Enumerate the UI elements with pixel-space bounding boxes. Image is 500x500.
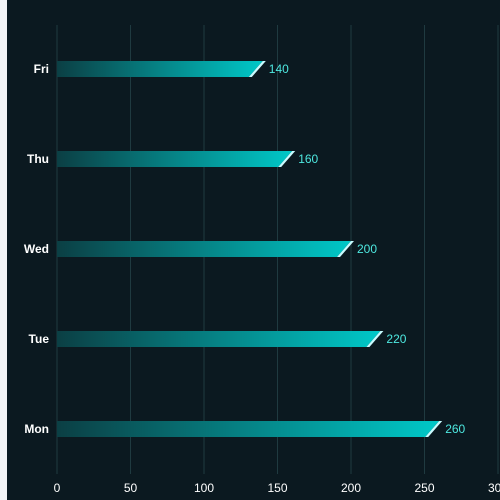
x-tick-label-0: 0 <box>54 481 61 495</box>
bar-tue <box>57 331 381 347</box>
category-label-thu: Thu <box>27 152 49 166</box>
bar-cap-fri <box>248 61 266 77</box>
left-edge-strip <box>0 0 7 500</box>
x-tick-label-300: 300 <box>488 481 500 495</box>
bar-cap-thu <box>278 151 296 167</box>
bars <box>57 61 443 437</box>
value-label-tue: 220 <box>386 332 406 346</box>
bar-cap-mon <box>425 421 443 437</box>
category-label-mon: Mon <box>24 422 49 436</box>
value-label-thu: 160 <box>298 152 318 166</box>
bar-cap-tue <box>366 331 384 347</box>
value-label-wed: 200 <box>357 242 377 256</box>
value-label-fri: 140 <box>269 62 289 76</box>
bar-wed <box>57 241 351 257</box>
bar-thu <box>57 151 293 167</box>
category-label-wed: Wed <box>24 242 49 256</box>
category-label-tue: Tue <box>29 332 50 346</box>
bar-mon <box>57 421 440 437</box>
labels: 0 50 100 150 200 250 300 Mon 260 Tue 220 Wed 200 Thu 1… <box>24 62 500 495</box>
grid-lines <box>56 25 499 474</box>
x-tick-label-150: 150 <box>267 481 287 495</box>
category-label-fri: Fri <box>34 62 49 76</box>
bar-fri <box>57 61 263 77</box>
x-tick-label-50: 50 <box>124 481 138 495</box>
x-tick-label-100: 100 <box>194 481 214 495</box>
x-tick-label-250: 250 <box>414 481 434 495</box>
x-tick-label-200: 200 <box>341 481 361 495</box>
bar-cap-wed <box>337 241 354 257</box>
value-label-mon: 260 <box>445 422 465 436</box>
